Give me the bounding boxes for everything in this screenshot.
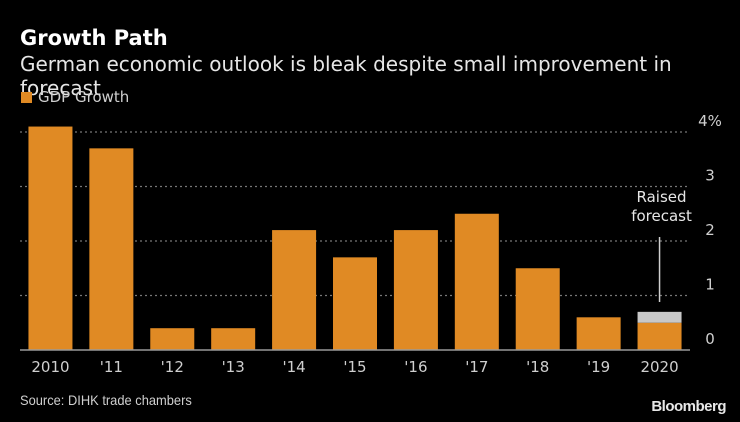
bar-gdp-growth: [333, 257, 377, 350]
legend-swatch-gdp-growth: [21, 91, 32, 103]
x-tick-label: '18: [526, 358, 549, 376]
bar-gdp-growth: [515, 268, 560, 350]
bar-gdp-growth: [211, 328, 256, 350]
x-tick-label: '19: [587, 358, 610, 376]
annotation-text: forecast: [631, 207, 692, 225]
bar-gdp-growth: [272, 230, 317, 350]
bar-gdp-growth: [89, 148, 134, 350]
y-tick-label: 0: [705, 330, 715, 348]
annotation-text: Raised: [637, 188, 687, 206]
x-tick-label: '11: [100, 358, 123, 376]
bar-gdp-growth: [454, 213, 499, 350]
bar-gdp-growth: [150, 328, 195, 350]
x-tick-label: '13: [222, 358, 245, 376]
y-tick-label: 4%: [698, 112, 722, 130]
x-tick-label: '12: [161, 358, 184, 376]
x-tick-label: 2020: [640, 358, 678, 376]
y-tick-label: 2: [705, 221, 715, 239]
source-note: Source: DIHK trade chambers: [20, 392, 192, 408]
chart-title: Growth Path: [20, 26, 168, 50]
x-tick-label: '15: [343, 358, 366, 376]
x-tick-label: '17: [465, 358, 488, 376]
x-tick-label: 2010: [31, 358, 69, 376]
legend-label-gdp-growth: GDP Growth: [38, 88, 130, 106]
y-tick-label: 1: [705, 276, 715, 294]
bar-gdp-growth: [576, 317, 621, 350]
bar-gdp-growth: [28, 126, 73, 350]
y-tick-label: 3: [705, 167, 715, 185]
bar-gdp-growth: [637, 322, 682, 350]
x-tick-label: '16: [404, 358, 427, 376]
chart-subtitle: German economic outlook is bleak despite…: [20, 52, 672, 100]
legend: GDP Growth: [21, 88, 129, 106]
bloomberg-logo: Bloomberg: [651, 398, 726, 415]
x-tick-label: '14: [282, 358, 305, 376]
bar-raised-forecast: [637, 311, 682, 323]
bar-gdp-growth: [393, 230, 438, 350]
